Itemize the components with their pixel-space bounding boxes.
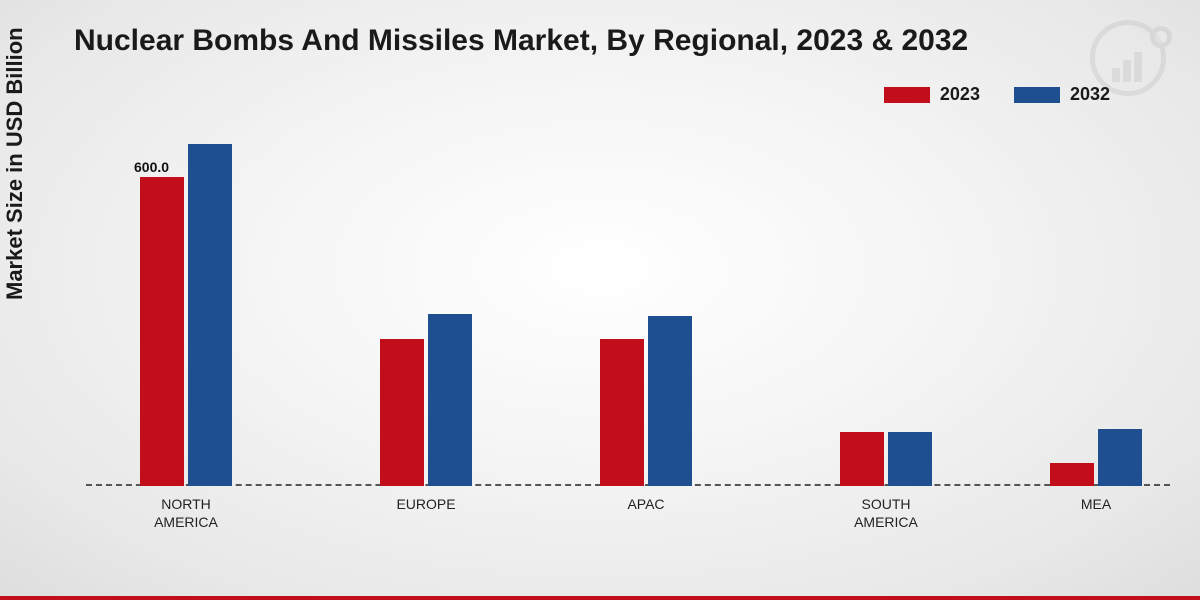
bar-2023 xyxy=(840,432,884,486)
plot-area: 600.0NORTHAMERICAEUROPEAPACSOUTHAMERICAM… xyxy=(86,130,1170,486)
bar-2032 xyxy=(1098,429,1142,486)
y-axis-label: Market Size in USD Billion xyxy=(2,27,28,300)
legend: 2023 2032 xyxy=(884,84,1110,105)
bar-value-label: 600.0 xyxy=(134,159,169,175)
bar-2023 xyxy=(1050,463,1094,486)
x-tick-label: MEA xyxy=(1016,496,1176,514)
legend-item-2023: 2023 xyxy=(884,84,980,105)
chart-canvas: Nuclear Bombs And Missiles Market, By Re… xyxy=(0,0,1200,600)
legend-item-2032: 2032 xyxy=(1014,84,1110,105)
x-tick-label: EUROPE xyxy=(346,496,506,514)
bar-2032 xyxy=(888,432,932,486)
x-tick-label: SOUTHAMERICA xyxy=(806,496,966,531)
x-tick-label: NORTHAMERICA xyxy=(106,496,266,531)
bar-2032 xyxy=(188,144,232,486)
legend-label-2023: 2023 xyxy=(940,84,980,105)
bar-2023 xyxy=(600,339,644,486)
legend-swatch-2023 xyxy=(884,87,930,103)
legend-label-2032: 2032 xyxy=(1070,84,1110,105)
bar-2032 xyxy=(648,316,692,486)
bar-2023 xyxy=(380,339,424,486)
chart-title: Nuclear Bombs And Missiles Market, By Re… xyxy=(74,24,968,58)
bar-2032 xyxy=(428,314,472,486)
legend-swatch-2032 xyxy=(1014,87,1060,103)
x-tick-label: APAC xyxy=(566,496,726,514)
bar-2023 xyxy=(140,177,184,486)
